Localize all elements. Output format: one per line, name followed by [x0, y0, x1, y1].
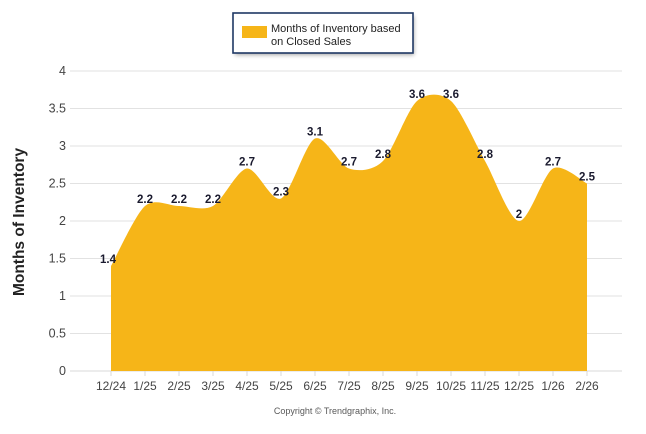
svg-text:12/25: 12/25 [504, 379, 534, 393]
svg-text:3.6: 3.6 [443, 89, 459, 101]
svg-text:on Closed Sales: on Closed Sales [271, 36, 352, 48]
svg-text:0: 0 [59, 364, 66, 378]
svg-text:1/25: 1/25 [133, 379, 157, 393]
svg-text:2.2: 2.2 [137, 194, 153, 206]
svg-text:2/26: 2/26 [575, 379, 599, 393]
svg-text:2.2: 2.2 [171, 194, 187, 206]
svg-text:1/26: 1/26 [541, 379, 565, 393]
svg-text:2.8: 2.8 [477, 149, 494, 161]
svg-text:9/25: 9/25 [405, 379, 429, 393]
svg-text:2.8: 2.8 [375, 149, 392, 161]
svg-text:4: 4 [59, 64, 66, 78]
svg-text:3.5: 3.5 [49, 102, 66, 116]
svg-text:2.7: 2.7 [239, 157, 255, 169]
svg-text:2/25: 2/25 [167, 379, 191, 393]
svg-text:10/25: 10/25 [436, 379, 466, 393]
svg-text:Months of Inventory based: Months of Inventory based [271, 23, 401, 35]
svg-text:Months of Inventory: Months of Inventory [11, 148, 28, 296]
svg-text:1.4: 1.4 [100, 254, 117, 266]
svg-text:4/25: 4/25 [235, 379, 259, 393]
svg-text:3: 3 [59, 139, 66, 153]
svg-text:1.5: 1.5 [49, 252, 66, 266]
svg-text:2.5: 2.5 [579, 172, 596, 184]
svg-text:2.7: 2.7 [341, 157, 357, 169]
svg-text:3.6: 3.6 [409, 89, 425, 101]
svg-text:1: 1 [59, 289, 66, 303]
svg-text:8/25: 8/25 [371, 379, 395, 393]
svg-text:11/25: 11/25 [470, 379, 499, 393]
svg-text:5/25: 5/25 [269, 379, 293, 393]
svg-text:6/25: 6/25 [303, 379, 327, 393]
svg-text:2: 2 [516, 209, 522, 221]
svg-text:7/25: 7/25 [337, 379, 361, 393]
svg-text:0.5: 0.5 [49, 327, 66, 341]
svg-text:3.1: 3.1 [307, 127, 324, 139]
svg-text:2: 2 [59, 214, 66, 228]
svg-text:Copyright © Trendgraphix, Inc.: Copyright © Trendgraphix, Inc. [274, 406, 396, 416]
svg-text:3/25: 3/25 [201, 379, 225, 393]
svg-text:2.5: 2.5 [49, 177, 66, 191]
svg-text:12/24: 12/24 [96, 379, 126, 393]
svg-text:2.7: 2.7 [545, 157, 561, 169]
svg-text:2.2: 2.2 [205, 194, 221, 206]
svg-text:2.3: 2.3 [273, 187, 289, 199]
